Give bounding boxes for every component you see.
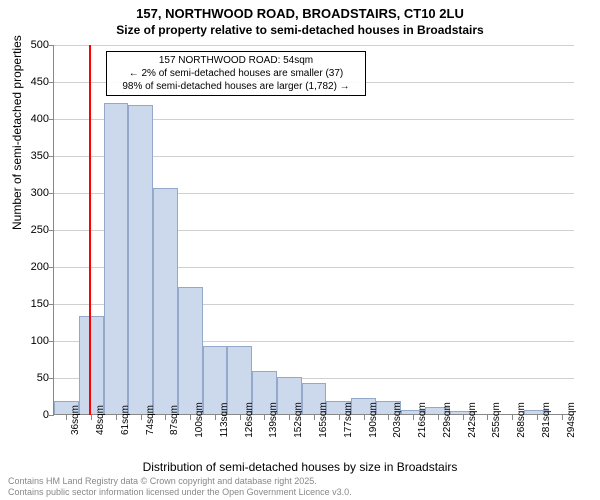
- xtick-mark: [141, 415, 142, 420]
- xtick-mark: [487, 415, 488, 420]
- ytick-label: 300: [19, 187, 49, 199]
- xtick-label: 229sqm: [442, 402, 453, 438]
- ytick-label: 250: [19, 224, 49, 236]
- ytick-mark: [49, 156, 54, 157]
- attribution-text: Contains HM Land Registry data © Crown c…: [8, 476, 352, 498]
- attribution-line: Contains public sector information licen…: [8, 487, 352, 498]
- attribution-line: Contains HM Land Registry data © Crown c…: [8, 476, 352, 487]
- ytick-mark: [49, 341, 54, 342]
- ytick-label: 450: [19, 76, 49, 88]
- xtick-mark: [463, 415, 464, 420]
- xtick-mark: [66, 415, 67, 420]
- y-axis-label: Number of semi-detached properties: [10, 35, 24, 230]
- ytick-label: 100: [19, 335, 49, 347]
- ytick-label: 0: [19, 409, 49, 421]
- xtick-mark: [562, 415, 563, 420]
- ytick-mark: [49, 230, 54, 231]
- ytick-label: 500: [19, 39, 49, 51]
- xtick-label: 281sqm: [541, 402, 552, 438]
- histogram-chart: 05010015020025030035040045050036sqm48sqm…: [53, 45, 573, 415]
- ytick-label: 350: [19, 150, 49, 162]
- xtick-label: 203sqm: [392, 402, 403, 438]
- histogram-bar: [153, 188, 178, 414]
- xtick-label: 294sqm: [566, 402, 577, 438]
- xtick-mark: [289, 415, 290, 420]
- xtick-mark: [512, 415, 513, 420]
- xtick-label: 268sqm: [516, 402, 527, 438]
- xtick-mark: [116, 415, 117, 420]
- xtick-mark: [264, 415, 265, 420]
- x-axis-label: Distribution of semi-detached houses by …: [0, 460, 600, 474]
- xtick-mark: [314, 415, 315, 420]
- xtick-mark: [165, 415, 166, 420]
- xtick-mark: [339, 415, 340, 420]
- annotation-line: ← 2% of semi-detached houses are smaller…: [111, 67, 361, 80]
- ytick-mark: [49, 119, 54, 120]
- annotation-line: 157 NORTHWOOD ROAD: 54sqm: [111, 54, 361, 67]
- ytick-mark: [49, 267, 54, 268]
- plot-area: 05010015020025030035040045050036sqm48sqm…: [53, 45, 573, 415]
- histogram-bar: [79, 316, 104, 414]
- histogram-bar: [178, 287, 203, 414]
- ytick-mark: [49, 415, 54, 416]
- ytick-label: 200: [19, 261, 49, 273]
- xtick-mark: [215, 415, 216, 420]
- xtick-mark: [240, 415, 241, 420]
- ytick-mark: [49, 193, 54, 194]
- annotation-line: 98% of semi-detached houses are larger (…: [111, 80, 361, 93]
- annotation-box: 157 NORTHWOOD ROAD: 54sqm← 2% of semi-de…: [106, 51, 366, 96]
- ytick-label: 150: [19, 298, 49, 310]
- page-subtitle: Size of property relative to semi-detach…: [0, 21, 600, 37]
- xtick-mark: [438, 415, 439, 420]
- xtick-label: 255sqm: [491, 402, 502, 438]
- ytick-mark: [49, 45, 54, 46]
- xtick-mark: [91, 415, 92, 420]
- xtick-mark: [388, 415, 389, 420]
- xtick-label: 242sqm: [467, 402, 478, 438]
- xtick-mark: [190, 415, 191, 420]
- property-marker-line: [89, 45, 91, 415]
- xtick-mark: [413, 415, 414, 420]
- histogram-bar: [104, 103, 129, 414]
- histogram-bar: [128, 105, 153, 414]
- ytick-mark: [49, 304, 54, 305]
- ytick-label: 400: [19, 113, 49, 125]
- ytick-mark: [49, 82, 54, 83]
- ytick-label: 50: [19, 372, 49, 384]
- xtick-mark: [537, 415, 538, 420]
- ytick-mark: [49, 378, 54, 379]
- gridline: [54, 45, 574, 46]
- xtick-mark: [364, 415, 365, 420]
- page-title: 157, NORTHWOOD ROAD, BROADSTAIRS, CT10 2…: [0, 0, 600, 21]
